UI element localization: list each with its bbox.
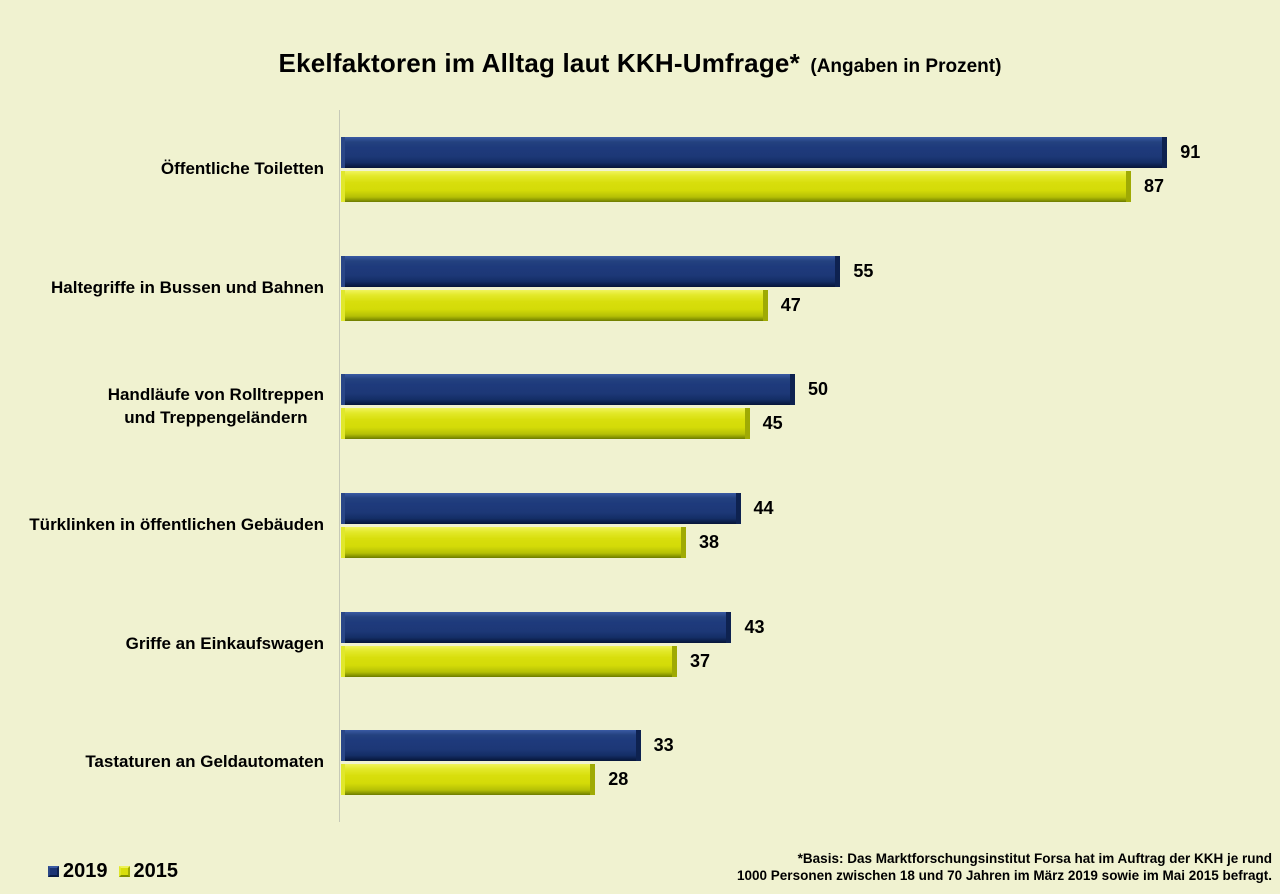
bar-line-2015: 37 — [341, 645, 1249, 677]
bar-row: Türklinken in öffentlichen Gebäuden 44 3… — [0, 466, 1280, 585]
bar-2019 — [341, 136, 1168, 168]
category-label: Griffe an Einkaufswagen — [125, 633, 324, 653]
chart-title-sub: (Angaben in Prozent) — [810, 56, 1002, 77]
bar-line-2019: 50 — [341, 374, 1249, 406]
value-label-2015: 47 — [780, 294, 801, 315]
category-label-cell: Tastaturen an Geldautomaten — [0, 703, 340, 822]
bar-2015 — [341, 526, 687, 558]
bar-2015 — [341, 645, 677, 677]
category-label: Türklinken in öffentlichen Gebäuden — [29, 514, 324, 534]
bar-2015 — [341, 408, 750, 440]
bar-2015 — [341, 170, 1131, 202]
value-label-2015: 37 — [689, 650, 710, 671]
footnote-line-2: 1000 Personen zwischen 18 und 70 Jahren … — [737, 867, 1272, 883]
category-label-cell: Türklinken in öffentlichen Gebäuden — [0, 466, 340, 585]
bar-rows: Öffentliche Toiletten 91 87 Haltegriffe … — [0, 110, 1280, 822]
bar-2019 — [341, 492, 741, 524]
bars-cell: 44 38 — [341, 466, 1249, 585]
bar-row: Haltegriffe in Bussen und Bahnen 55 47 — [0, 229, 1280, 348]
value-label-2019: 91 — [1180, 141, 1201, 162]
bars-cell: 33 28 — [341, 703, 1249, 822]
bar-row: Tastaturen an Geldautomaten 33 28 — [0, 703, 1280, 822]
bar-line-2015: 47 — [341, 289, 1249, 321]
bars-cell: 55 47 — [341, 229, 1249, 348]
category-label-cell: Handläufe von Rolltreppen und Treppengel… — [0, 347, 340, 466]
bar-row: Griffe an Einkaufswagen 43 37 — [0, 585, 1280, 704]
value-label-2019: 55 — [853, 260, 874, 281]
value-label-2015: 45 — [762, 413, 783, 434]
bar-line-2015: 45 — [341, 408, 1249, 440]
bar-2019 — [341, 374, 795, 406]
chart-title-main: Ekelfaktoren im Alltag laut KKH-Umfrage* — [278, 48, 800, 78]
footnote: *Basis: Das Marktforschungsinstitut Fors… — [737, 851, 1272, 884]
value-label-2015: 87 — [1143, 175, 1164, 196]
value-label-2019: 44 — [753, 497, 774, 518]
footnote-line-1: *Basis: Das Marktforschungsinstitut Fors… — [797, 851, 1272, 867]
category-label-cell: Öffentliche Toiletten — [0, 110, 340, 229]
bar-2019 — [341, 611, 732, 643]
bar-line-2015: 28 — [341, 764, 1249, 796]
bar-line-2019: 43 — [341, 611, 1249, 643]
value-label-2019: 43 — [744, 616, 765, 637]
bar-line-2015: 38 — [341, 526, 1249, 558]
value-label-2015: 28 — [608, 769, 629, 790]
bar-line-2019: 91 — [341, 136, 1249, 168]
bar-row: Öffentliche Toiletten 91 87 — [0, 110, 1280, 229]
bar-line-2015: 87 — [341, 170, 1249, 202]
bar-row: Handläufe von Rolltreppen und Treppengel… — [0, 347, 1280, 466]
legend-swatch-2015 — [118, 866, 130, 877]
category-label: Haltegriffe in Bussen und Bahnen — [51, 277, 324, 297]
category-label: Öffentliche Toiletten — [160, 158, 324, 178]
category-label-cell: Griffe an Einkaufswagen — [0, 585, 340, 704]
legend-label-2015: 2015 — [133, 860, 179, 882]
bar-2019 — [341, 255, 841, 287]
category-label-cell: Haltegriffe in Bussen und Bahnen — [0, 229, 340, 348]
plot-area: Öffentliche Toiletten 91 87 Haltegriffe … — [0, 110, 1280, 822]
bar-line-2019: 55 — [341, 255, 1249, 287]
bar-line-2019: 33 — [341, 730, 1249, 762]
legend: 2019 2015 — [48, 860, 185, 883]
bars-cell: 91 87 — [341, 110, 1249, 229]
legend-label-2019: 2019 — [63, 860, 108, 882]
category-label: Handläufe von Rolltreppen und Treppengel… — [107, 384, 324, 427]
bar-2015 — [341, 764, 596, 796]
bar-2015 — [341, 289, 768, 321]
chart-title: Ekelfaktoren im Alltag laut KKH-Umfrage*… — [0, 48, 1280, 79]
value-label-2019: 33 — [653, 735, 674, 756]
category-label: Tastaturen an Geldautomaten — [85, 752, 324, 772]
value-label-2019: 50 — [808, 379, 829, 400]
y-axis-line — [339, 110, 340, 822]
bar-2019 — [341, 730, 641, 762]
legend-swatch-2019 — [48, 866, 59, 877]
value-label-2015: 38 — [699, 531, 720, 552]
bar-line-2019: 44 — [341, 492, 1249, 524]
bars-cell: 43 37 — [341, 585, 1249, 704]
bars-cell: 50 45 — [341, 347, 1249, 466]
